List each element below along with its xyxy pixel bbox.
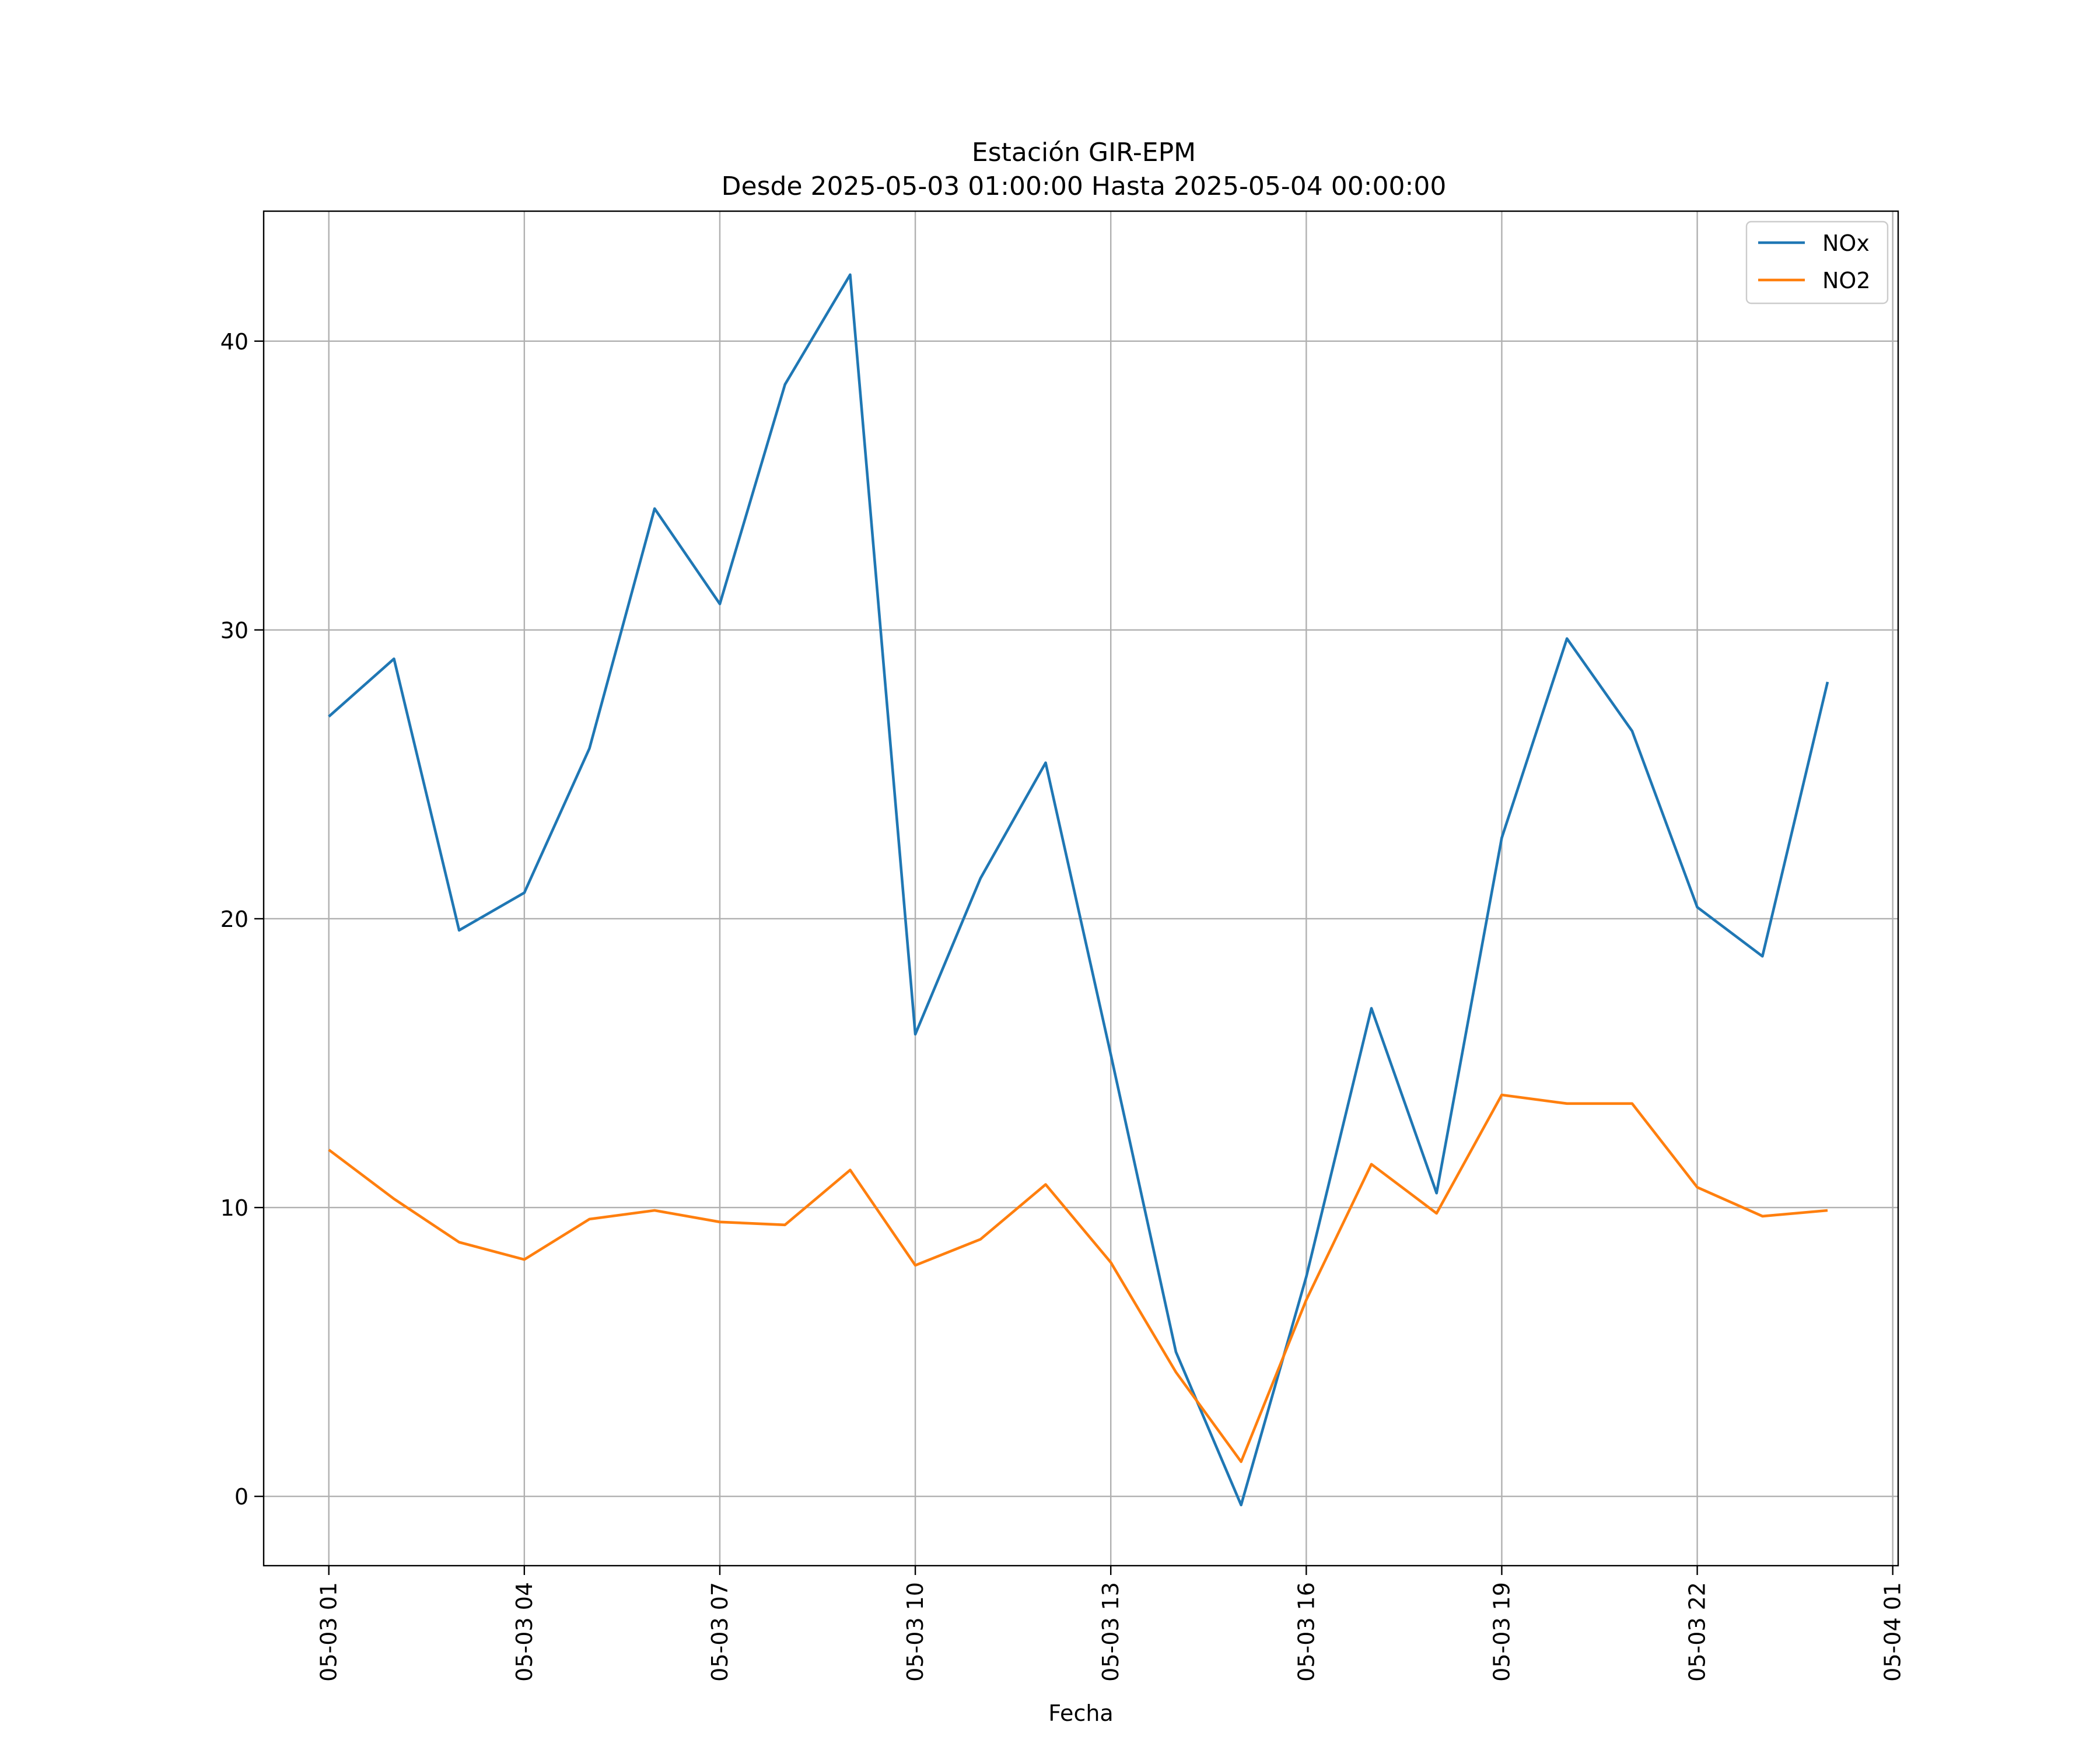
x-tick-label: 05-03 04 bbox=[512, 1582, 537, 1682]
x-tick-label: 05-03 01 bbox=[316, 1582, 342, 1682]
legend-label-no2: NO2 bbox=[1822, 268, 1871, 293]
y-tick-label: 10 bbox=[220, 1195, 249, 1221]
plot-area bbox=[264, 211, 1898, 1566]
series-layer bbox=[328, 273, 1829, 1507]
legend: NOx NO2 bbox=[1745, 220, 1889, 304]
series-line-no2 bbox=[328, 1093, 1828, 1464]
x-tick-label: 05-03 19 bbox=[1489, 1582, 1514, 1682]
y-tick-label: 30 bbox=[220, 618, 249, 643]
chart-title-line2: Desde 2025-05-03 01:00:00 Hasta 2025-05-… bbox=[722, 172, 1447, 201]
legend-label-nox: NOx bbox=[1822, 230, 1870, 256]
y-tick-label: 40 bbox=[220, 329, 249, 355]
y-axis-ticks: 0 10 20 30 40 bbox=[220, 329, 264, 1510]
plot-frame bbox=[262, 210, 1899, 1567]
y-tick-label: 0 bbox=[235, 1484, 249, 1510]
x-tick-label: 05-03 07 bbox=[707, 1582, 733, 1682]
x-gridlines bbox=[328, 211, 1894, 1566]
x-tick-label: 05-03 16 bbox=[1293, 1582, 1319, 1682]
x-tick-label: 05-03 10 bbox=[902, 1582, 928, 1682]
x-tick-label: 05-04 01 bbox=[1880, 1582, 1906, 1682]
y-tick-label: 20 bbox=[220, 907, 249, 932]
x-axis-label: Fecha bbox=[1048, 1700, 1113, 1726]
series-line-nox bbox=[328, 273, 1829, 1507]
chart-title-line1: Estación GIR-EPM bbox=[972, 138, 1196, 167]
x-axis-ticks: 05-03 01 05-03 04 05-03 07 05-03 10 05-03 13… bbox=[316, 1566, 1906, 1682]
y-gridlines bbox=[264, 340, 1898, 1497]
x-tick-label: 05-03 22 bbox=[1685, 1582, 1710, 1682]
x-tick-label: 05-03 13 bbox=[1098, 1582, 1124, 1682]
